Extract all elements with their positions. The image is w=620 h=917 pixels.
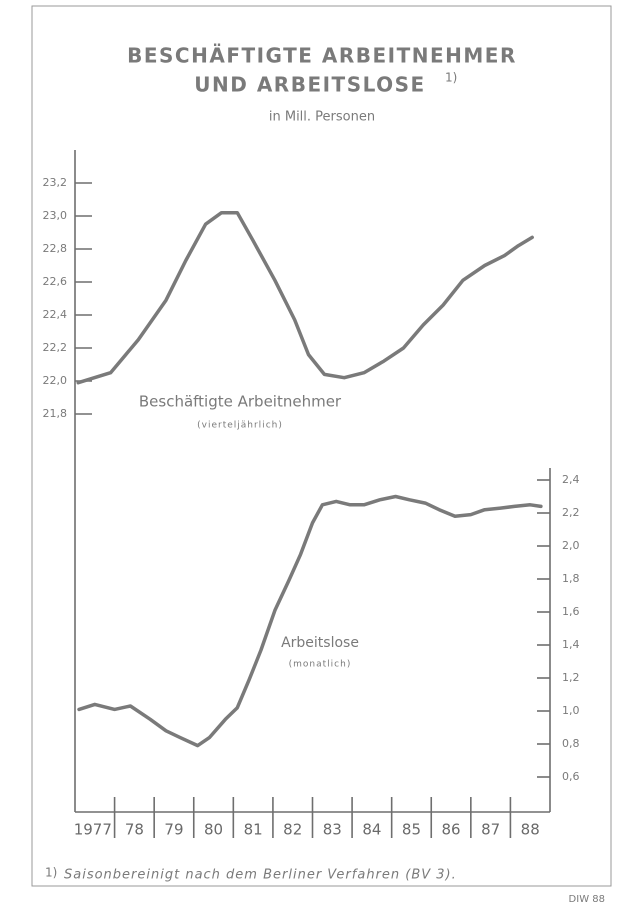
y-tick-label: 22,4 [43,308,68,321]
y2-tick-label: 1,6 [562,605,580,618]
y2-tick-label: 1,0 [562,704,580,717]
source: DIW 88 [569,894,605,905]
x-tick-label: 86 [441,821,460,839]
y-tick-label: 23,0 [43,209,68,222]
y-tick-label: 22,6 [43,275,68,288]
x-tick-label: 79 [164,821,183,839]
x-tick-label: 81 [244,821,263,839]
x-tick-label: 87 [481,821,500,839]
footnote-marker: 1) [45,866,57,880]
y2-tick-label: 2,0 [562,539,580,552]
subtitle: in Mill. Personen [269,110,375,125]
x-tick-label: 85 [402,821,421,839]
footnote: Saisonbereinigt nach dem Berliner Verfah… [64,868,457,883]
chart-title: UND ARBEITSLOSE [194,73,425,97]
y2-tick-label: 1,2 [562,671,580,684]
series-label: Arbeitslose [281,635,359,651]
x-tick-label: 78 [125,821,144,839]
y2-tick-label: 2,2 [562,506,580,519]
x-tick-label: 1977 [74,821,112,839]
y2-tick-label: 1,8 [562,572,580,585]
y-tick-label: 23,2 [43,176,68,189]
y2-tick-label: 0,8 [562,737,580,750]
x-tick-label: 84 [362,821,381,839]
series-annotation: (vierteljährlich) [197,421,283,431]
series-line [76,210,534,385]
y-tick-label: 21,8 [43,407,68,420]
y2-tick-label: 0,6 [562,770,580,783]
x-tick-label: 88 [521,821,540,839]
y-tick-label: 22,2 [43,341,68,354]
x-tick-label: 83 [323,821,342,839]
chart-title: BESCHÄFTIGTE ARBEITNEHMER [127,44,517,68]
series-annotation: (monatlich) [289,660,352,670]
y2-tick-label: 2,4 [562,473,580,486]
title-note: 1) [445,71,457,85]
y-tick-label: 22,0 [43,374,68,387]
x-tick-label: 80 [204,821,223,839]
y2-tick-label: 1,4 [562,638,580,651]
y-tick-label: 22,8 [43,242,68,255]
frame [31,5,612,887]
x-tick-label: 82 [283,821,302,839]
series-label: Beschäftigte Arbeitnehmer [139,393,342,411]
series-line [77,494,543,748]
